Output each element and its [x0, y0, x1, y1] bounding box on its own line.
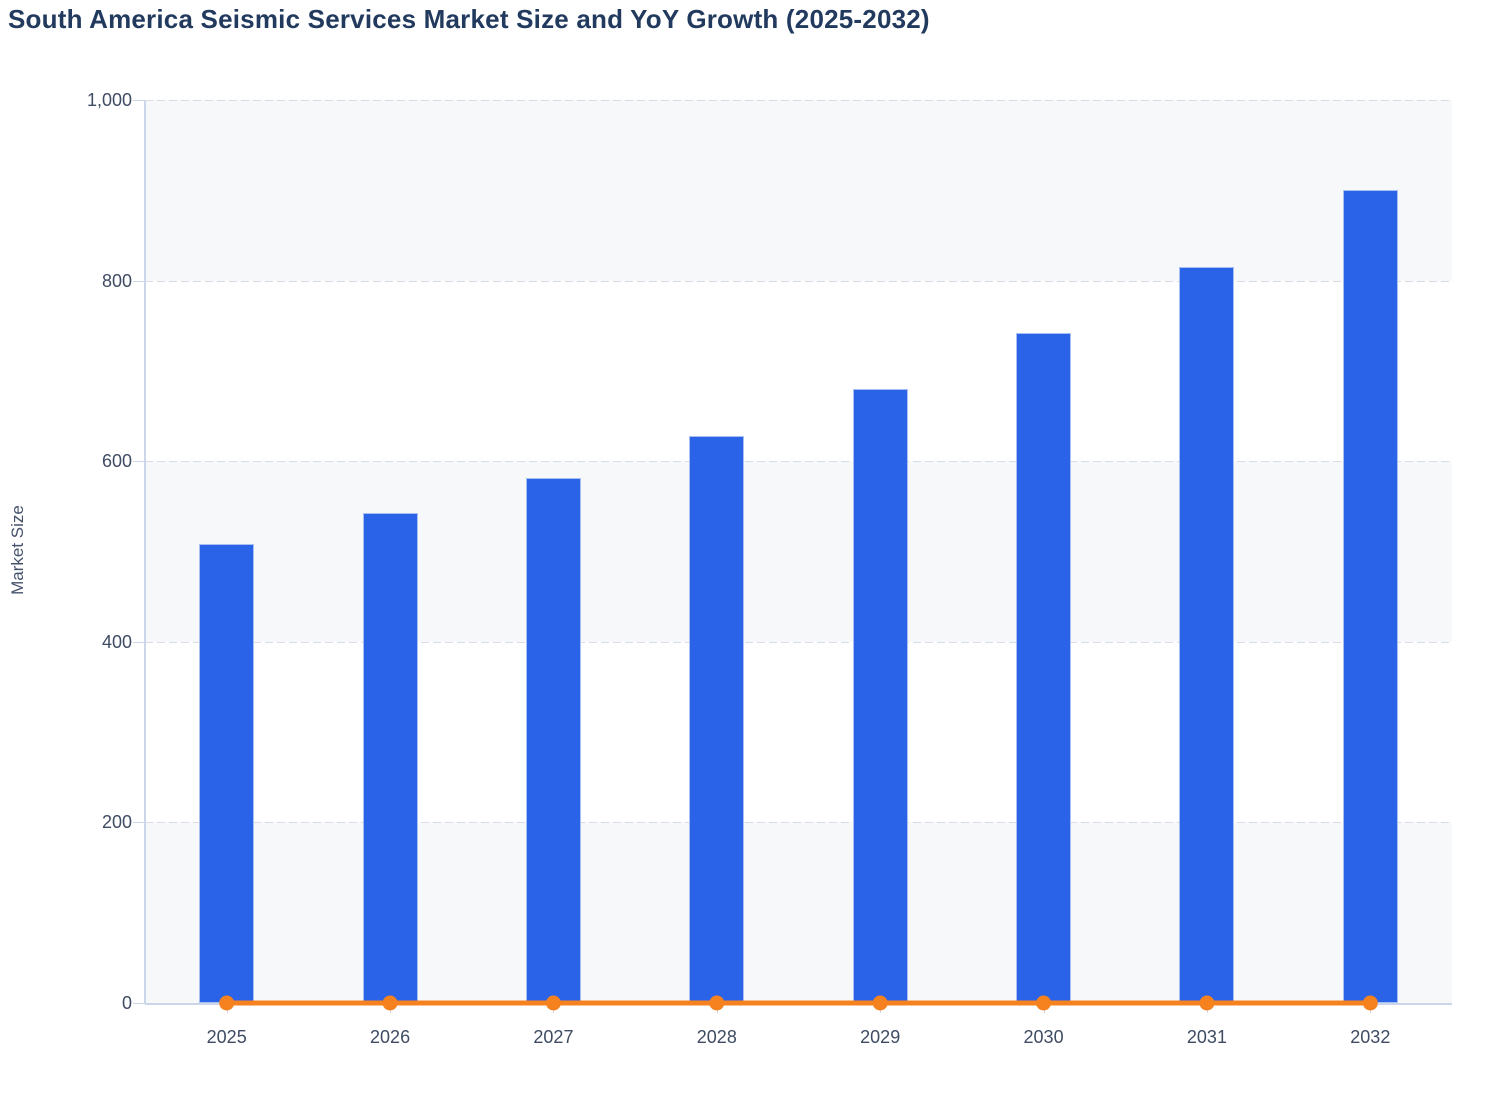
bar-2028[interactable] — [689, 435, 745, 1003]
bar-2025[interactable] — [199, 544, 255, 1003]
plot-band — [145, 100, 1452, 281]
y-axis-tick — [133, 280, 145, 282]
gridline — [145, 641, 1452, 643]
y-axis-tick — [133, 641, 145, 643]
bar-2029[interactable] — [852, 388, 908, 1003]
yoy-point-2032[interactable] — [1362, 995, 1378, 1011]
y-axis-tick — [133, 822, 145, 824]
bar-2026[interactable] — [362, 512, 418, 1003]
y-axis-label: 1,000 — [86, 90, 132, 110]
x-axis-label-2028: 2028 — [696, 1027, 737, 1047]
yoy-point-2031[interactable] — [1199, 995, 1215, 1011]
x-axis-label-2031: 2031 — [1186, 1027, 1227, 1047]
gridline — [145, 461, 1452, 463]
gridline — [145, 822, 1452, 824]
y-axis-label: 400 — [101, 631, 132, 652]
gridline — [145, 100, 1452, 101]
y-axis-label: 600 — [101, 451, 132, 472]
y-axis-tick — [133, 461, 145, 463]
y-axis-tick — [133, 100, 145, 101]
yoy-point-2028[interactable] — [709, 995, 725, 1011]
bar-2030[interactable] — [1016, 332, 1072, 1003]
gridline — [145, 280, 1452, 282]
yoy-point-2029[interactable] — [872, 995, 888, 1011]
yoy-point-2026[interactable] — [382, 995, 398, 1011]
x-axis-label-2025: 2025 — [206, 1027, 247, 1047]
bar-2027[interactable] — [525, 478, 581, 1003]
bar-2032[interactable] — [1342, 190, 1398, 1003]
yoy-point-2025[interactable] — [219, 995, 235, 1011]
y-axis-label: 0 — [121, 993, 132, 1013]
y-axis-label: 200 — [101, 812, 132, 833]
chart-title: South America Seismic Services Market Si… — [8, 4, 930, 34]
yoy-point-2027[interactable] — [545, 995, 561, 1011]
x-axis-label-2027: 2027 — [533, 1027, 574, 1047]
x-axis-label-2029: 2029 — [860, 1027, 901, 1047]
x-axis-label-2032: 2032 — [1350, 1027, 1391, 1047]
x-axis-label-2030: 2030 — [1023, 1027, 1064, 1047]
y-axis-label: 800 — [101, 270, 132, 291]
x-axis-label-2026: 2026 — [370, 1027, 411, 1047]
y-axis-line — [144, 100, 146, 1004]
yoy-point-2030[interactable] — [1036, 995, 1052, 1011]
y-axis-tick — [133, 1003, 145, 1004]
